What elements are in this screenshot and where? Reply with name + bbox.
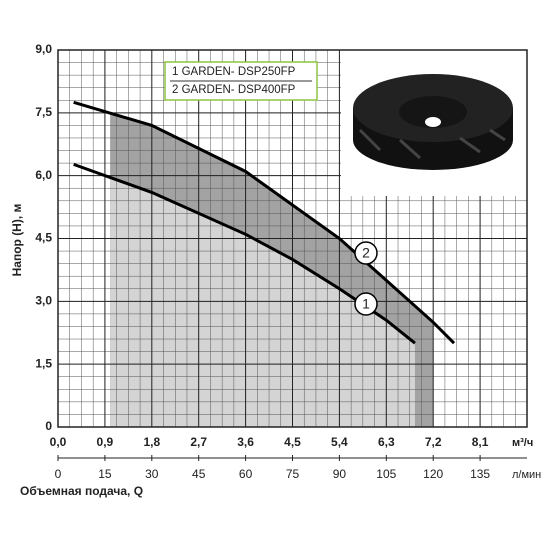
x-tick-label: 2,7 [190,435,207,449]
curve [73,162,416,345]
curve-marker-label: 1 [362,296,370,312]
x2-tick-label: 105 [376,467,396,481]
y-tick-label: 3,0 [35,294,52,308]
x-tick-label: 8,1 [472,435,489,449]
curve-marker-label: 2 [362,245,370,261]
x-axis-label: Объемная подача, Q [20,484,143,498]
legend-label: 2 GARDEN- DSP400FP [172,84,296,96]
y-tick-label: 4,5 [35,231,52,245]
x-tick-label: 6,3 [378,435,395,449]
y-axis-label: Напор (H), м [10,203,24,276]
x-tick-label: 0,0 [50,435,67,449]
y-tick-label: 1,5 [35,356,52,370]
x-tick-label: 0,9 [97,435,114,449]
x2-tick-label: 90 [333,467,347,481]
overlay: 0,0 0,9 1,8 2,7 3,6 4,5 5,4 6,3 7,2 8,1 0 1,5 3,0 4,5… [35,42,528,481]
x2-tick-label: 60 [239,467,253,481]
y-tick-label: 9,0 [35,42,52,56]
curve-marker [354,241,378,265]
curve-marker [354,292,378,316]
x-tick-label: 5,4 [331,435,348,449]
x-tick-label: 7,2 [425,435,442,449]
plot-frame [57,49,528,428]
y-tick-label: 6,0 [35,168,52,182]
legend-label: 1 GARDEN- DSP250FP [172,66,296,78]
y-tick-label: 0 [45,419,52,433]
x-tick-label: 4,5 [284,435,301,449]
x-unit: м³/ч [512,437,533,449]
x2-tick-label: 120 [423,467,443,481]
x2-tick-label: 0 [55,467,62,481]
x2-unit: л/мин [512,469,541,481]
x2-tick-label: 45 [192,467,206,481]
x2-tick-label: 75 [286,467,300,481]
x-tick-label: 1,8 [143,435,160,449]
x2-tick-label: 30 [145,467,159,481]
x2-tick-label: 15 [98,467,112,481]
x-tick-label: 3,6 [237,435,254,449]
curve [73,100,456,345]
y-tick-label: 7,5 [35,105,52,119]
legend [164,61,318,101]
x2-tick-label: 135 [470,467,490,481]
photo-box [341,50,527,196]
curves [73,100,456,345]
